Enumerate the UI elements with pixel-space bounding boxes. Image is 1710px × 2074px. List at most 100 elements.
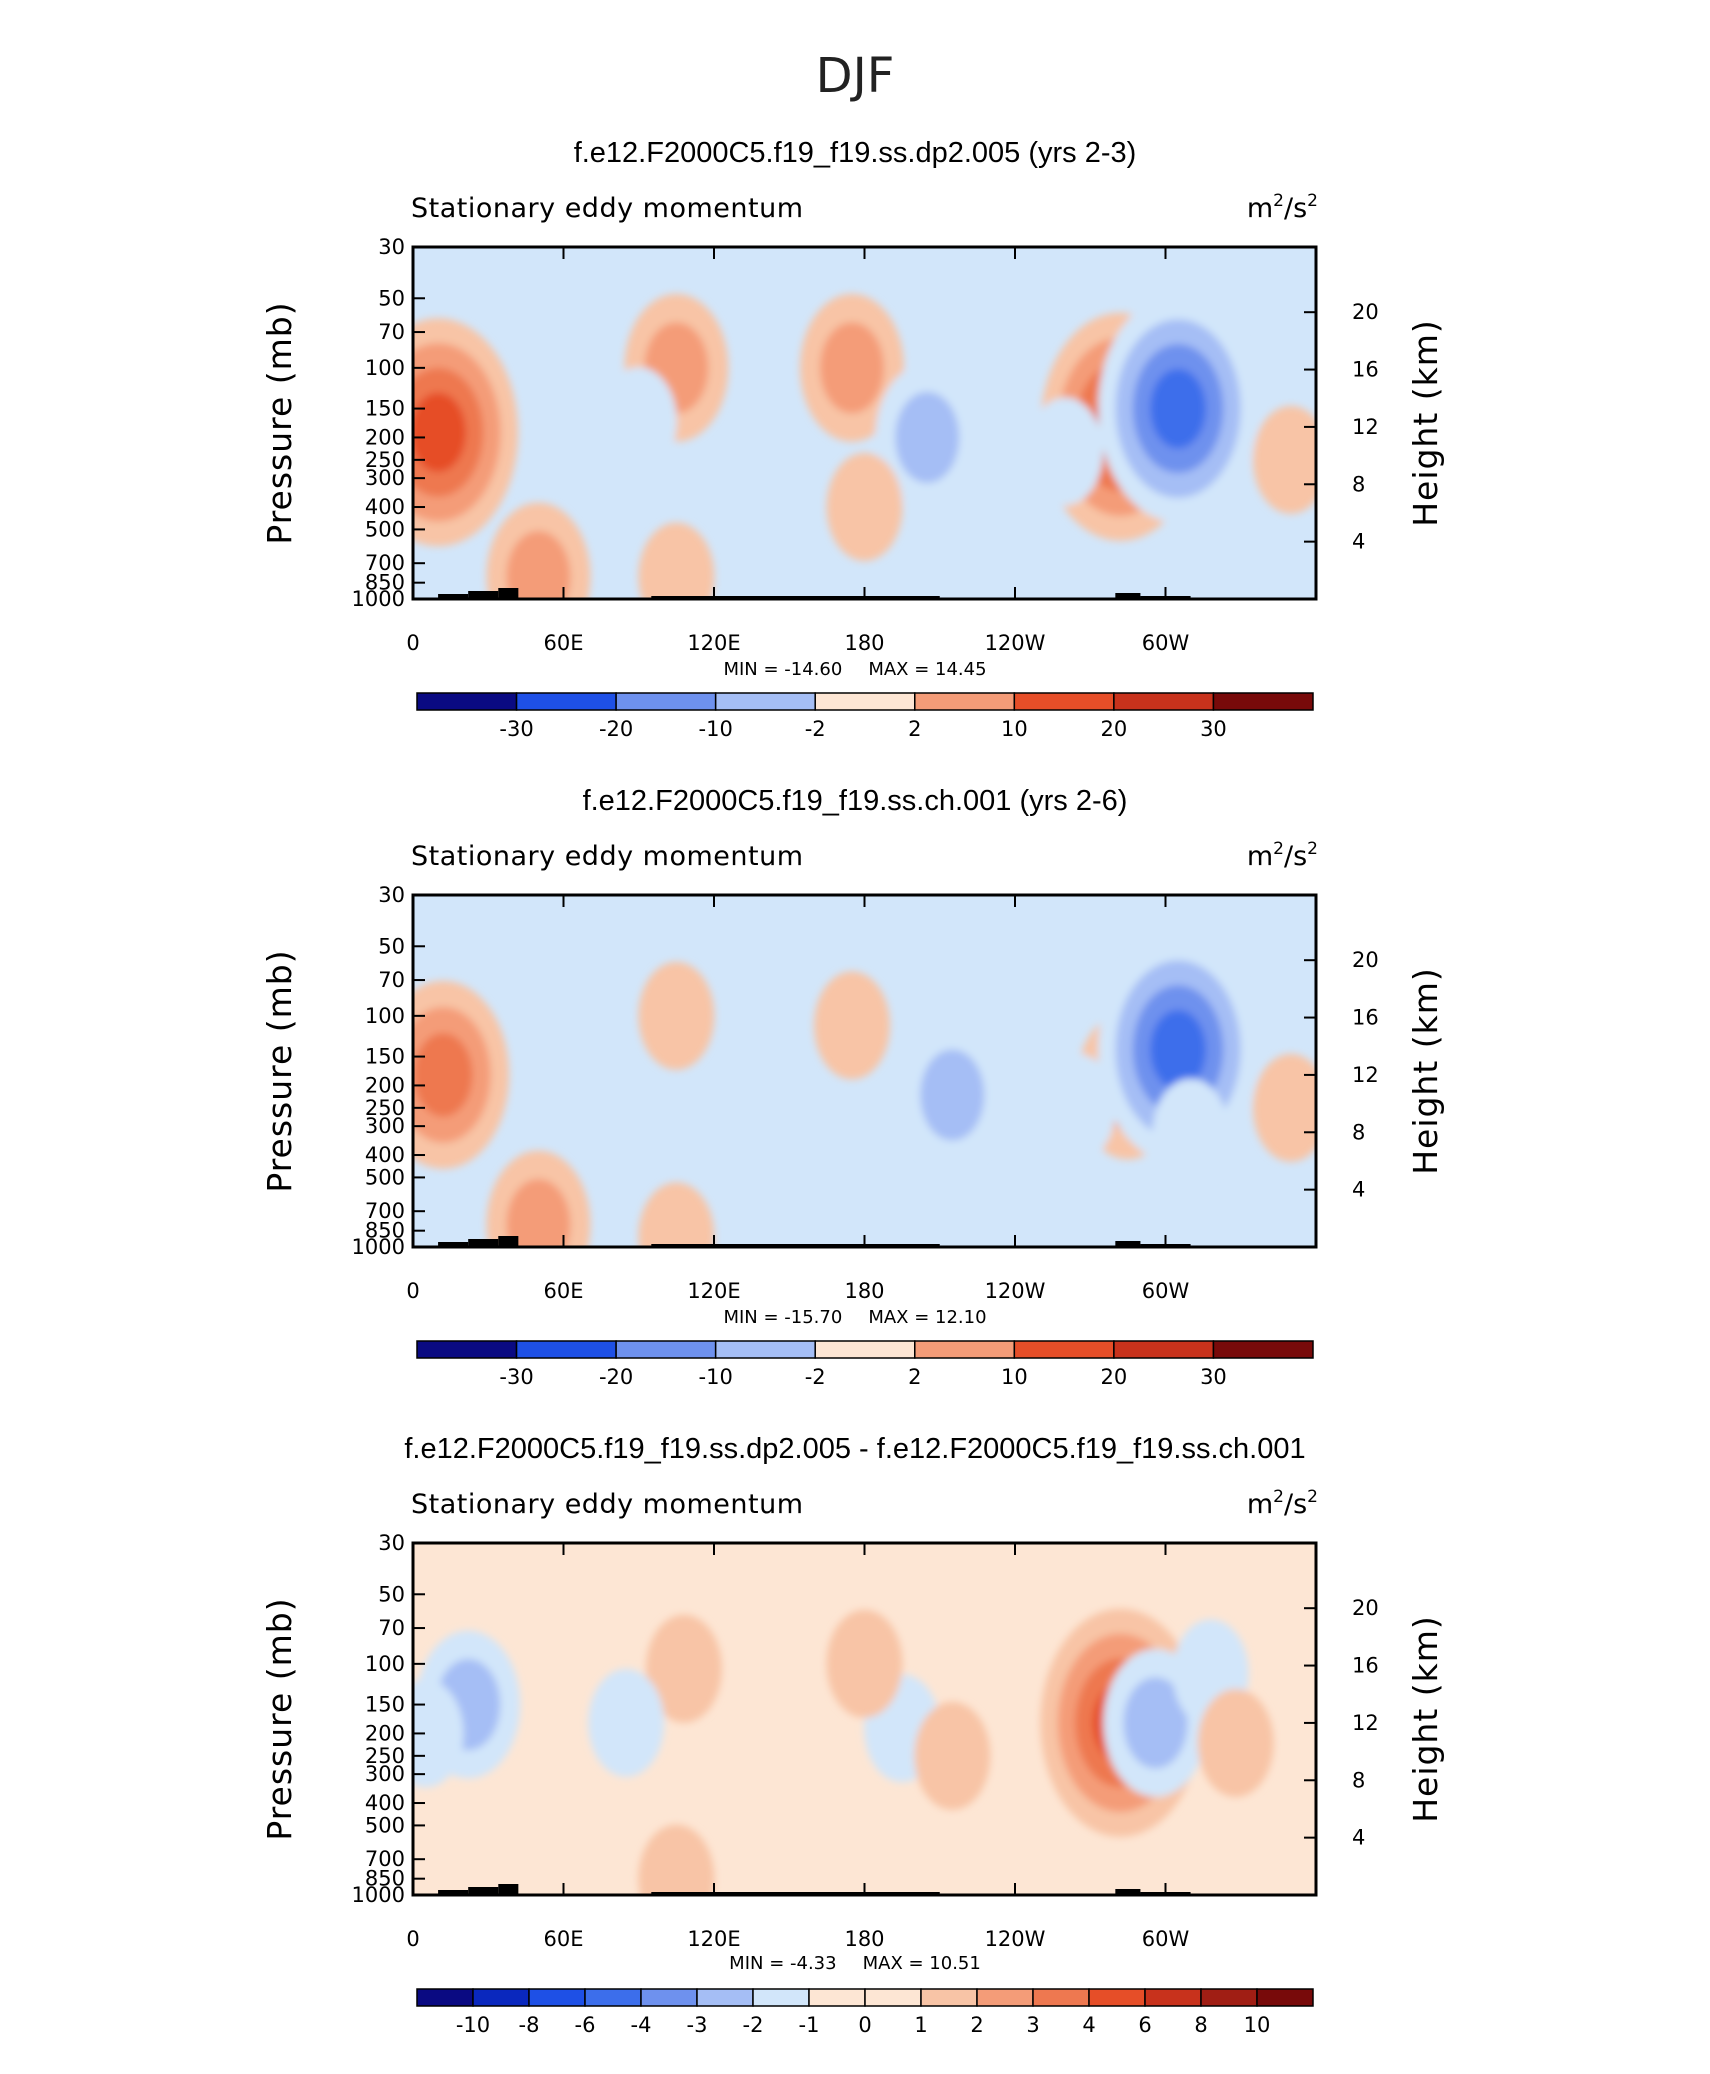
colorbar-label: 10	[1001, 717, 1028, 741]
colorbar-label: 6	[1138, 2013, 1151, 2037]
colorbar-swatch	[416, 1988, 474, 2007]
contour-feature-10-level-1	[1152, 1078, 1229, 1187]
pressure-tick-label: 50	[378, 934, 405, 958]
y2-axis-label: Height (km)	[1406, 967, 1445, 1175]
pressure-tick-label: 150	[365, 1045, 405, 1069]
contour-feature-3-level-1	[813, 971, 890, 1080]
contour-feature-5-level-1	[914, 1701, 991, 1810]
height-tick-label: 12	[1352, 1711, 1379, 1735]
pressure-tick-label: 70	[378, 968, 405, 992]
colorbar-swatch	[515, 1340, 617, 1359]
contour-feature-11-level-1	[638, 522, 715, 599]
colorbar-label: 10	[1244, 2013, 1271, 2037]
pressure-tick-label: 300	[365, 1762, 405, 1786]
height-axis: 20 16 12 8 4	[1304, 300, 1379, 554]
height-tick-label: 12	[1352, 1063, 1379, 1087]
panel-title: f.e12.F2000C5.f19_f19.ss.dp2.005 (yrs 2-…	[574, 137, 1137, 169]
topography-1	[468, 1887, 499, 1895]
lon-tick-label: 60W	[1142, 1927, 1190, 1951]
height-tick-label: 16	[1352, 1654, 1379, 1678]
panel-title: f.e12.F2000C5.f19_f19.ss.dp2.005 - f.e12…	[404, 1433, 1305, 1465]
lon-tick-label: 120E	[687, 1927, 740, 1951]
height-tick-label: 16	[1352, 1006, 1379, 1030]
heatmap-field	[413, 895, 1316, 1247]
height-tick-label: 20	[1352, 300, 1379, 324]
height-axis: 20 16 12 8 4	[1304, 948, 1379, 1202]
colorbar-swatch	[1256, 1988, 1314, 2007]
colorbar-swatch	[615, 1340, 717, 1359]
colorbar-swatch	[752, 1988, 810, 2007]
heatmap-field	[413, 1543, 1316, 1895]
contour-feature-2-level-1	[645, 1614, 722, 1723]
colorbar-swatch	[1144, 1988, 1202, 2007]
y-axis-label: Pressure (mb)	[260, 1597, 299, 1840]
lon-tick-label: 180	[844, 1927, 884, 1951]
panel-2: f.e12.F2000C5.f19_f19.ss.ch.001 (yrs 2-6…	[260, 785, 1445, 1389]
pressure-tick-label: 850	[365, 1219, 405, 1243]
height-tick-label: 12	[1352, 415, 1379, 439]
pressure-tick-label: 250	[365, 1744, 405, 1768]
colorbar-swatch	[1212, 692, 1314, 711]
colorbar-swatch	[814, 1340, 916, 1359]
colorbar-label: 1	[914, 2013, 927, 2037]
pressure-tick-label: 850	[365, 571, 405, 595]
lon-tick-label: 60E	[544, 1279, 584, 1303]
lon-tick-label: 180	[844, 631, 884, 655]
longitude-axis: 0 60E 120E 180 120W 60W	[406, 247, 1189, 655]
lon-tick-label: 120E	[687, 1279, 740, 1303]
lon-tick-label: 180	[844, 1279, 884, 1303]
figure-title: DJF	[816, 48, 895, 104]
colorbar-label: -30	[499, 717, 533, 741]
colorbar-label: 3	[1026, 2013, 1039, 2037]
colorbar-swatch	[914, 692, 1016, 711]
lon-tick-label: 60W	[1142, 1279, 1190, 1303]
colorbar-label: 20	[1101, 717, 1128, 741]
pressure-tick-label: 150	[365, 397, 405, 421]
contour-feature-7-level-1	[600, 367, 677, 476]
height-tick-label: 4	[1352, 1178, 1365, 1202]
pressure-tick-label: 30	[378, 883, 405, 907]
colorbar-label: -4	[631, 2013, 652, 2037]
contour-feature-10-level-1	[638, 1824, 715, 1895]
pressure-tick-label: 30	[378, 235, 405, 259]
pressure-tick-label: 200	[365, 1073, 405, 1097]
colorbar-swatch	[615, 692, 717, 711]
colorbar-swatch	[584, 1988, 642, 2007]
panel-title: f.e12.F2000C5.f19_f19.ss.ch.001 (yrs 2-6…	[583, 785, 1128, 817]
lon-tick-label: 120W	[985, 631, 1046, 655]
topography-4	[1115, 1889, 1141, 1895]
colorbar-swatch	[416, 1340, 518, 1359]
contour-feature-2-level-1	[638, 961, 715, 1070]
colorbar-swatch	[814, 692, 916, 711]
lon-tick-label: 0	[406, 631, 419, 655]
pressure-tick-label: 500	[365, 1813, 405, 1837]
colorbar-label: 10	[1001, 1365, 1028, 1389]
colorbar-swatch	[515, 692, 617, 711]
longitude-axis: 0 60E 120E 180 120W 60W	[406, 1543, 1189, 1951]
colorbar-label: -10	[699, 1365, 733, 1389]
topography-0	[438, 1890, 469, 1895]
colorbar-swatch	[416, 692, 518, 711]
pressure-tick-label: 500	[365, 517, 405, 541]
colorbar-label: -20	[599, 717, 633, 741]
pressure-tick-label: 150	[365, 1693, 405, 1717]
lon-tick-label: 120E	[687, 631, 740, 655]
contour-feature-1-level-1	[1252, 1053, 1316, 1162]
colorbar: -30 -20 -10 -2 2 10 20 30	[416, 692, 1314, 741]
colorbar-label: 2	[908, 717, 921, 741]
contour-feature-5-level-4	[1150, 1009, 1206, 1090]
colorbar-swatch	[864, 1988, 922, 2007]
contour-feature-11-level-1	[826, 1609, 903, 1718]
contour-feature-9-level-2	[506, 531, 571, 599]
panel-units: m2/s2	[1247, 1487, 1318, 1520]
pressure-tick-label: 500	[365, 1165, 405, 1189]
topography-0	[438, 1242, 469, 1247]
colorbar: -10 -8 -6 -4 -3 -2 -1 0 1 2 3 4 6 8 10	[416, 1988, 1314, 2037]
pressure-tick-label: 700	[365, 1199, 405, 1223]
height-tick-label: 4	[1352, 1826, 1365, 1850]
pressure-tick-label: 400	[365, 1143, 405, 1167]
y-axis-label: Pressure (mb)	[260, 301, 299, 544]
colorbar-label: 2	[970, 2013, 983, 2037]
